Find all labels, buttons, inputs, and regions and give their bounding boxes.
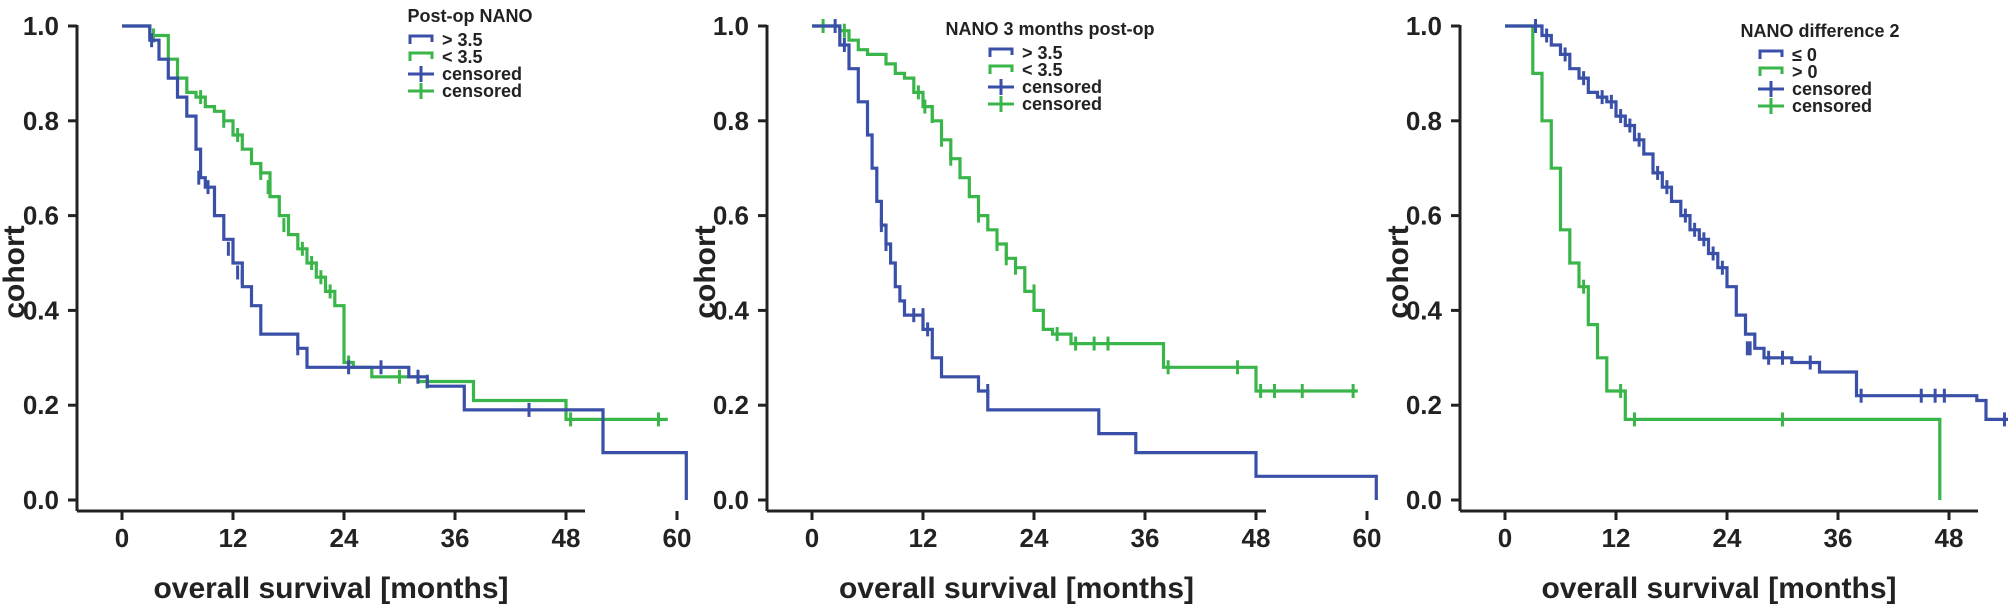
x-axis-label: overall survival [months] [153, 572, 508, 605]
y-tick-label: 0.8 [1406, 106, 1442, 136]
x-tick-label: 36 [1131, 523, 1160, 553]
legend-step-icon [408, 51, 434, 61]
x-tick-label: 0 [1498, 523, 1512, 553]
legend: NANO 3 months post-op> 3.5< 3.5censoredc… [946, 19, 1155, 114]
legend-entry-label: censored [1022, 94, 1102, 114]
legend-entry-label: < 3.5 [1022, 60, 1063, 80]
y-axis-label: cohort [689, 225, 722, 318]
x-axis-label: overall survival [months] [839, 572, 1194, 605]
x-tick-label: 36 [1824, 523, 1853, 553]
y-tick-label: 0.0 [23, 485, 59, 515]
x-tick-label: 48 [1935, 523, 1964, 553]
y-tick-label: 0.0 [713, 485, 749, 515]
y-tick-label: 0.8 [23, 106, 59, 136]
y-tick-label: 0.6 [1406, 201, 1442, 231]
legend-entry-label: > 3.5 [442, 30, 483, 50]
x-tick-label: 48 [1242, 523, 1271, 553]
y-tick-label: 0.0 [1406, 485, 1442, 515]
x-tick-label: 60 [663, 523, 692, 553]
legend-step-icon [988, 64, 1014, 74]
y-tick-label: 0.4 [1406, 295, 1443, 325]
legend-entry-label: > 0 [1792, 62, 1818, 82]
x-tick-label: 60 [1353, 523, 1382, 553]
x-tick-label: 12 [219, 523, 248, 553]
legend-title: NANO difference 2 [1740, 21, 1899, 41]
km-curve-series-b [812, 24, 1358, 393]
x-tick-label: 24 [1020, 523, 1049, 553]
km-curve-series-b [122, 24, 668, 421]
x-tick-label: 48 [552, 523, 581, 553]
legend-entry-label: > 3.5 [1022, 43, 1063, 63]
y-tick-label: 1.0 [23, 11, 59, 41]
y-tick-label: 1.0 [1406, 11, 1442, 41]
legend-entry-label: < 3.5 [442, 47, 483, 67]
y-axis-label: cohort [1382, 225, 1415, 318]
km-curve-series-a [122, 24, 688, 500]
legend-entry-label: censored [1022, 77, 1102, 97]
x-tick-label: 24 [330, 523, 359, 553]
y-tick-label: 0.2 [1406, 390, 1442, 420]
km-panel-2: 0.0 0.2 0.4 0.6 0.8 1.0 0 12 24 36 48 60 overall sur… [689, 11, 1381, 605]
legend-entry-label: censored [442, 64, 522, 84]
km-panel-1: 0.0 0.2 0.4 0.6 0.8 1.0 0 12 24 36 48 60 overall sur… [0, 6, 691, 605]
legend-entry-label: ≤ 0 [1792, 45, 1817, 65]
legend-entry-label: censored [442, 81, 522, 101]
y-tick-label: 0.2 [23, 390, 59, 420]
x-tick-label: 0 [115, 523, 129, 553]
legend-title: Post-op NANO [408, 6, 533, 26]
legend-step-icon [408, 34, 434, 44]
y-tick-label: 1.0 [713, 11, 749, 41]
y-tick-label: 0.6 [713, 201, 749, 231]
x-tick-label: 12 [1602, 523, 1631, 553]
x-axis-label: overall survival [months] [1541, 572, 1896, 605]
x-tick-label: 12 [909, 523, 938, 553]
legend-step-icon [1758, 66, 1784, 76]
legend-step-icon [988, 47, 1014, 57]
y-tick-label: 0.8 [713, 106, 749, 136]
km-curve-series-a [812, 24, 1378, 500]
x-tick-label: 24 [1713, 523, 1742, 553]
legend-entry-label: censored [1792, 79, 1872, 99]
legend-step-icon [1758, 49, 1784, 59]
y-tick-label: 0.2 [713, 390, 749, 420]
km-curve-series-b [1505, 24, 1942, 500]
legend-entry-label: censored [1792, 96, 1872, 116]
x-tick-label: 0 [805, 523, 819, 553]
x-tick-label: 36 [441, 523, 470, 553]
y-tick-label: 0.4 [23, 295, 60, 325]
y-axis-label: cohort [0, 225, 31, 318]
y-tick-label: 0.6 [23, 201, 59, 231]
legend-title: NANO 3 months post-op [946, 19, 1155, 39]
y-tick-label: 0.4 [713, 295, 750, 325]
